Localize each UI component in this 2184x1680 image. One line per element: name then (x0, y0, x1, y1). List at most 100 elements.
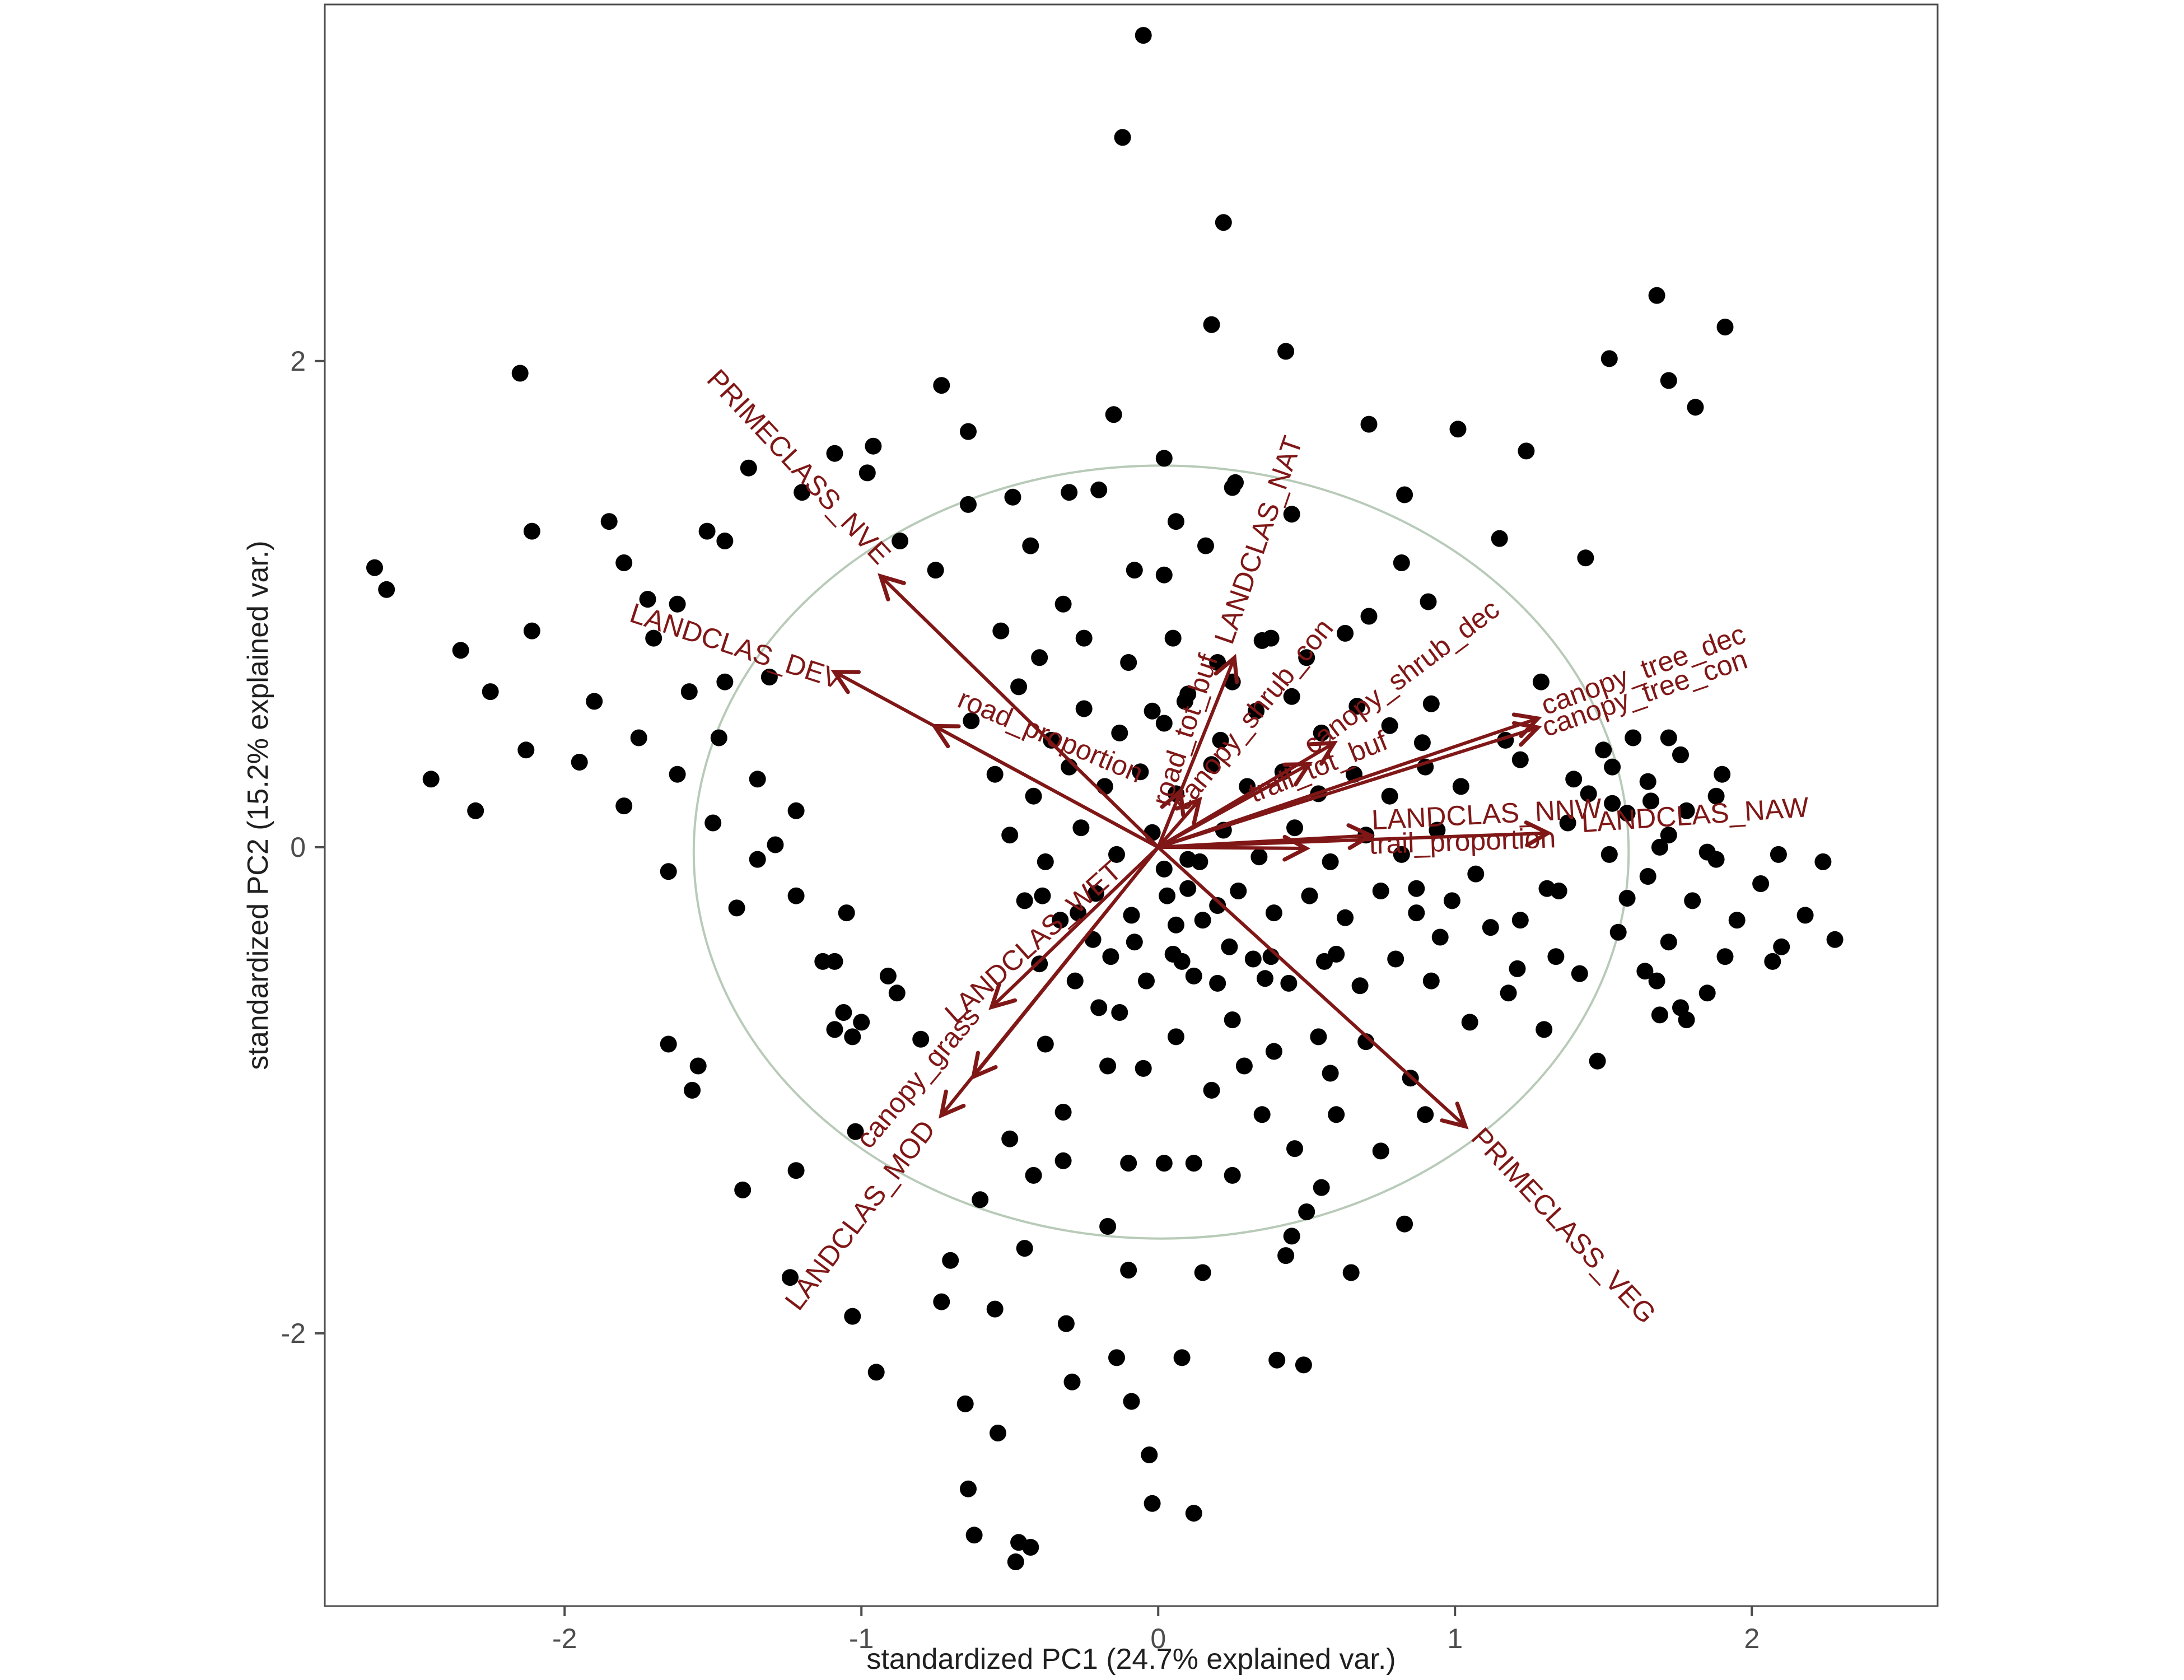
scatter-point (1155, 715, 1173, 732)
scatter-point (1618, 890, 1636, 907)
scatter-point (992, 622, 1010, 640)
scatter-point (1224, 479, 1241, 496)
scatter-point (826, 1021, 843, 1038)
scatter-point (1090, 481, 1108, 498)
scatter-point (1431, 928, 1449, 946)
scatter-point (749, 771, 766, 788)
scatter-point (1001, 827, 1019, 844)
scatter-point (1010, 678, 1028, 696)
scatter-point (1589, 1052, 1606, 1070)
scatter-point (1609, 923, 1627, 941)
scatter-point (1283, 506, 1300, 523)
scatter-point (1075, 700, 1093, 717)
scatter-point (716, 673, 734, 690)
scatter-point (927, 562, 944, 579)
loading-arrow-landclas_mod (970, 846, 1160, 1080)
scatter-point (1449, 421, 1467, 438)
scatter-point (1280, 974, 1298, 992)
scatter-point (1090, 999, 1108, 1016)
scatter-point (1396, 486, 1413, 503)
scatter-point (1443, 892, 1460, 909)
scatter-point (1215, 214, 1232, 231)
scatter-point (1565, 771, 1583, 788)
scatter-point (452, 642, 469, 659)
scatter-point (972, 1191, 989, 1208)
scatter-point (1265, 904, 1282, 922)
scatter-point (1043, 731, 1060, 749)
scatter-point (1179, 685, 1197, 703)
scatter-point (990, 1425, 1006, 1441)
scatter-point (844, 1028, 861, 1046)
scatter-point (1168, 513, 1184, 530)
scatter-point (1173, 953, 1191, 970)
scatter-point (1764, 953, 1781, 970)
scatter-point (1396, 1215, 1413, 1233)
scatter-point (1108, 846, 1125, 863)
scatter-point (1277, 343, 1295, 360)
scatter-point (1283, 1228, 1300, 1245)
scatter-point (1111, 724, 1128, 741)
scatter-point (630, 729, 647, 746)
scatter-point (1135, 1060, 1152, 1077)
scatter-point (1250, 848, 1268, 866)
y-tick-label: 0 (290, 832, 306, 863)
scatter-point (1022, 537, 1039, 554)
scatter-point (1072, 819, 1090, 837)
scatter-point (1244, 950, 1262, 968)
scatter-point (517, 741, 535, 759)
scatter-point (1648, 972, 1665, 990)
scatter-point (1547, 948, 1565, 965)
scatter-point (1268, 1351, 1286, 1369)
scatter-point (669, 595, 686, 613)
scatter-point (1342, 1264, 1360, 1281)
plot-panel (325, 4, 1938, 1606)
scatter-point (600, 513, 618, 530)
scatter-point (1814, 853, 1832, 870)
scatter-point (1135, 27, 1152, 44)
scatter-point (523, 622, 540, 640)
scatter-point (847, 1123, 864, 1140)
scatter-point (1087, 885, 1104, 902)
scatter-point (1120, 1155, 1137, 1172)
scatter-point (1185, 1155, 1202, 1172)
scatter-point (1660, 729, 1677, 746)
scatter-point (1604, 758, 1621, 776)
scatter-point (1203, 1081, 1220, 1099)
scatter-point (1037, 1035, 1054, 1053)
scatter-point (1618, 805, 1636, 822)
scatter-point (867, 1364, 885, 1381)
loading-label-trail_proportion: trail_proportion (1369, 822, 1556, 860)
scatter-point (1099, 1057, 1117, 1075)
scatter-point (1422, 972, 1440, 990)
scatter-point (1600, 846, 1618, 863)
scatter-point (787, 887, 805, 904)
scatter-point (1328, 1106, 1345, 1123)
scatter-point (1360, 608, 1378, 625)
scatter-point (838, 904, 855, 922)
scatter-point (1203, 756, 1220, 773)
scatter-point (1698, 984, 1716, 1002)
scatter-point (1126, 934, 1143, 951)
scatter-point (1337, 624, 1354, 642)
scatter-point (1393, 554, 1410, 571)
scatter-point (1301, 887, 1318, 904)
scatter-point (1298, 649, 1315, 666)
scatter-point (1687, 399, 1704, 416)
scatter-point (1173, 1349, 1191, 1366)
y-axis-ticks: -2 0 2 (281, 346, 325, 1349)
scatter-point (835, 1004, 852, 1021)
scatter-point (1212, 731, 1229, 749)
scatter-point (1413, 734, 1431, 752)
x-tick-label: 0 (1150, 1623, 1166, 1654)
scatter-point (1016, 1240, 1033, 1257)
scatter-point (1144, 1495, 1161, 1512)
scatter-point (963, 712, 980, 730)
scatter-point (1387, 950, 1404, 968)
scatter-point (767, 836, 784, 853)
scatter-point (1577, 549, 1594, 567)
scatter-point (787, 802, 805, 819)
loading-arrow-canopy_tree_con (1158, 721, 1542, 849)
loading-arrow-canopy_shrub_con (1156, 796, 1202, 848)
scatter-point (1123, 907, 1140, 924)
scatter-point (704, 814, 722, 832)
